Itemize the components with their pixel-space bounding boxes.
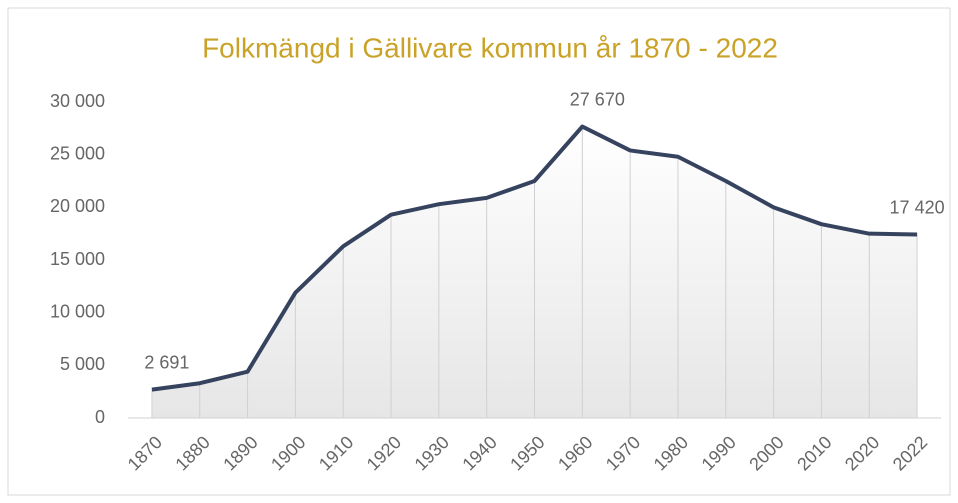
y-tick-label: 20 000 — [50, 196, 105, 216]
y-tick-label: 10 000 — [50, 301, 105, 321]
data-label: 2 691 — [144, 352, 189, 372]
y-tick-label: 30 000 — [50, 91, 105, 111]
y-tick-label: 5 000 — [60, 354, 105, 374]
y-tick-label: 0 — [95, 407, 105, 427]
data-label: 27 670 — [570, 89, 625, 109]
series-line — [151, 124, 918, 392]
y-tick-label: 15 000 — [50, 249, 105, 269]
chart-title: Folkmängd i Gällivare kommun år 1870 - 2… — [202, 32, 778, 63]
y-tick-label: 25 000 — [50, 143, 105, 163]
data-label: 17 420 — [890, 197, 945, 217]
